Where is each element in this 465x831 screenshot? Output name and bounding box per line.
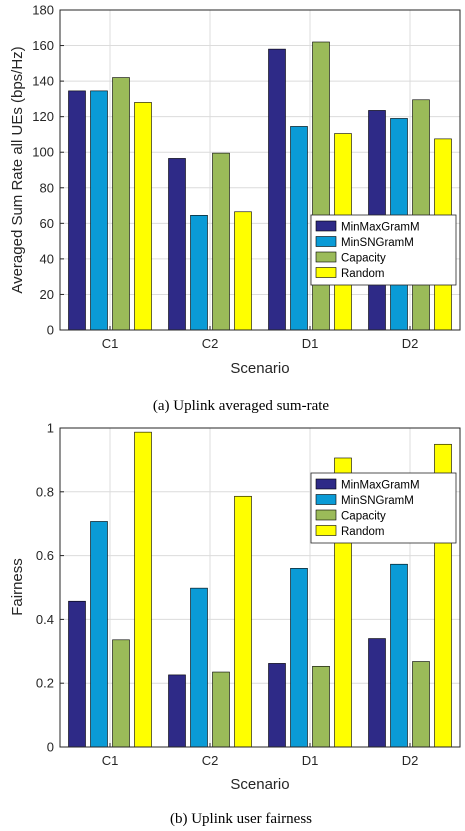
chart-a-bar-minsngramm	[190, 215, 208, 331]
chart-b-legend-swatch	[315, 494, 337, 505]
chart-a-bar-minsngramm	[290, 126, 308, 331]
chart-b-caption: (b) Uplink user fairness	[170, 811, 312, 827]
chart-b-legend-label: Capacity	[341, 511, 386, 523]
chart-b-bar-minmaxgramm	[68, 600, 86, 748]
chart-a-ytick-label: 120	[32, 109, 54, 124]
chart-a-legend-swatch	[315, 267, 337, 278]
chart-a: 0 20 40 60 80 100 120 140 160 180 C1 C2 D1 D2 Scenar…	[9, 3, 461, 414]
chart-a-xtick-label: D2	[402, 336, 419, 351]
chart-b-ytick-label: 1	[47, 421, 54, 436]
chart-b-legend: MinMaxGramM MinSNGramM Capacity Random	[310, 472, 457, 544]
chart-b-ylabel: Fairness	[9, 558, 26, 616]
chart-b-ytick-label: 0.6	[36, 548, 54, 563]
chart-b-bar-minmaxgramm	[268, 663, 286, 748]
chart-b-bar-minsngramm	[90, 521, 108, 748]
chart-a-bar-random	[234, 211, 252, 331]
chart-b-xtick-label: D1	[302, 753, 319, 768]
chart-a-ytick-label: 60	[40, 216, 54, 231]
chart-a-legend-label: MinSNGramM	[341, 237, 414, 249]
chart-a-legend-label: Random	[341, 268, 384, 280]
chart-b-xtick-label: C2	[202, 753, 219, 768]
chart-a-ytick-label: 100	[32, 145, 54, 160]
chart-a-bar-capacity	[212, 152, 230, 331]
chart-b-bar-random	[234, 495, 252, 748]
chart-a-ytick-label: 140	[32, 74, 54, 89]
chart-b: 0 0.2 0.4 0.6 0.8 1 C1 C2 D1 D2 Scenario Fairnes…	[9, 421, 461, 827]
chart-a-bar-minmaxgramm	[68, 90, 86, 331]
chart-b-bar-capacity	[312, 665, 330, 748]
chart-a-legend: MinMaxGramM MinSNGramM Capacity Random	[310, 214, 457, 286]
chart-a-xticks: C1 C2 D1 D2	[102, 326, 419, 351]
chart-b-bar-capacity	[112, 639, 130, 748]
chart-a-legend-label: MinMaxGramM	[341, 222, 420, 234]
chart-a-caption: (a) Uplink averaged sum-rate	[153, 398, 330, 414]
chart-a-ytick-label: 160	[32, 38, 54, 53]
chart-a-bar-capacity	[312, 41, 330, 331]
chart-b-bar-random	[134, 431, 152, 748]
chart-b-ytick-label: 0.4	[36, 612, 54, 627]
chart-b-xtick-label: C1	[102, 753, 119, 768]
chart-b-bar-minmaxgramm	[368, 638, 386, 748]
chart-a-axes-box	[59, 9, 461, 331]
chart-b-axes-box	[59, 427, 461, 748]
chart-b-legend-label: Random	[341, 526, 384, 538]
chart-a-bar-minmaxgramm	[168, 158, 186, 331]
chart-b-bar-minsngramm	[290, 568, 308, 748]
chart-a-ytick-label: 20	[40, 287, 54, 302]
chart-b-legend-swatch	[315, 525, 337, 536]
chart-b-xtick-label: D2	[402, 753, 419, 768]
chart-a-bar-capacity	[112, 77, 130, 331]
chart-b-bar-capacity	[412, 661, 430, 748]
chart-b-legend-label: MinSNGramM	[341, 495, 414, 507]
chart-a-bar-minsngramm	[90, 90, 108, 331]
chart-a-legend-label: Capacity	[341, 253, 386, 265]
chart-a-xlabel: Scenario	[230, 360, 289, 377]
chart-a-legend-swatch	[315, 236, 337, 247]
chart-b-legend-swatch	[315, 509, 337, 521]
chart-b-bar-capacity	[212, 671, 230, 748]
chart-b-bar-minsngramm	[190, 587, 208, 748]
chart-a-ytick-label: 80	[40, 180, 54, 195]
chart-a-ytick-label: 0	[47, 323, 54, 338]
chart-a-ytick-label: 40	[40, 251, 54, 266]
chart-a-legend-swatch	[315, 251, 337, 263]
chart-a-ylabel: Averaged Sum Rate all UEs (bps/Hz)	[9, 46, 26, 293]
chart-a-xtick-label: C2	[202, 336, 219, 351]
chart-b-ytick-label: 0.8	[36, 484, 54, 499]
chart-b-xlabel: Scenario	[230, 776, 289, 793]
chart-a-xtick-label: C1	[102, 336, 119, 351]
chart-a-bar-random	[134, 102, 152, 331]
chart-b-ytick-label: 0	[47, 740, 54, 755]
chart-b-legend-label: MinMaxGramM	[341, 480, 420, 492]
chart-b-bar-minsngramm	[390, 563, 408, 748]
chart-b-bar-minmaxgramm	[168, 674, 186, 748]
chart-b-xticks: C1 C2 D1 D2	[102, 743, 419, 768]
chart-a-ytick-label: 180	[32, 3, 54, 18]
chart-a-legend-swatch	[315, 220, 337, 232]
chart-a-xtick-label: D1	[302, 336, 319, 351]
chart-a-yticks: 0 20 40 60 80 100 120 140 160 180	[32, 3, 64, 338]
chart-b-yticks: 0 0.2 0.4 0.6 0.8 1	[36, 421, 64, 755]
chart-b-legend-swatch	[315, 478, 337, 490]
chart-b-ytick-label: 0.2	[36, 676, 54, 691]
chart-a-bar-minmaxgramm	[268, 48, 286, 331]
